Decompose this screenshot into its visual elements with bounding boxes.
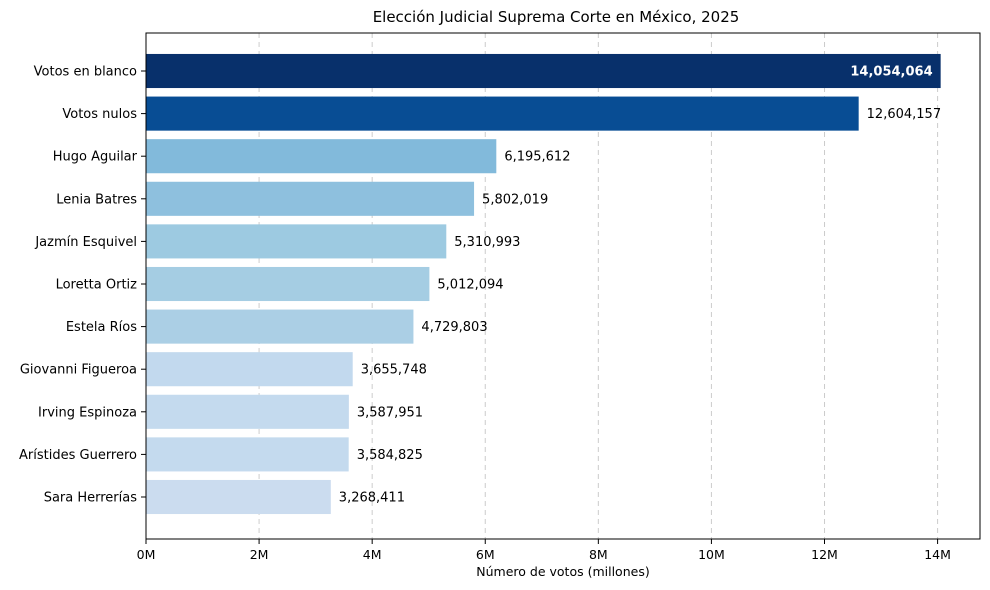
value-label: 5,310,993 <box>454 235 520 250</box>
value-labels: 14,054,064 12,604,157 6,195,612 5,802,019 5,… <box>339 65 941 506</box>
bar <box>146 139 497 174</box>
value-label: 3,268,411 <box>339 491 405 506</box>
bars <box>146 53 941 515</box>
x-tick-label: 4M <box>363 547 382 562</box>
x-tick-label: 6M <box>476 547 495 562</box>
value-label: 5,012,094 <box>437 278 503 293</box>
category-label: Estela Ríos <box>66 320 137 335</box>
bar <box>146 479 331 515</box>
category-label: Arístides Guerrero <box>19 448 137 463</box>
category-labels: Votos en blanco Votos nulos Hugo Aguilar Le… <box>19 65 146 506</box>
category-label: Loretta Ortiz <box>56 278 138 293</box>
category-label: Sara Herrerías <box>44 491 138 506</box>
bar <box>146 53 941 89</box>
plot-frame <box>145 32 981 540</box>
x-tick-label: 0M <box>137 547 156 562</box>
x-tick-label: 12M <box>811 547 838 562</box>
value-label: 14,054,064 <box>850 65 932 80</box>
value-label: 6,195,612 <box>504 150 570 165</box>
category-label: Votos en blanco <box>34 65 137 80</box>
bar <box>146 224 447 259</box>
x-axis: 0M 2M 4M 6M 8M 10M 12M 14M <box>137 539 951 562</box>
bar <box>146 437 349 472</box>
bar <box>146 352 353 387</box>
category-label: Lenia Batres <box>56 192 137 207</box>
bar <box>146 266 430 302</box>
x-tick-label: 14M <box>924 547 951 562</box>
bar <box>146 96 859 131</box>
category-label: Hugo Aguilar <box>53 150 138 165</box>
value-label: 3,584,825 <box>357 448 423 463</box>
category-label: Irving Espinoza <box>38 405 137 420</box>
chart-title: Elección Judicial Suprema Corte en Méxic… <box>373 8 740 26</box>
value-label: 5,802,019 <box>482 192 548 207</box>
category-label: Jazmín Esquivel <box>34 235 137 250</box>
x-tick-label: 8M <box>589 547 608 562</box>
x-tick-label: 2M <box>250 547 269 562</box>
value-label: 3,655,748 <box>361 363 427 378</box>
category-label: Votos nulos <box>62 107 137 122</box>
value-label: 3,587,951 <box>357 405 423 420</box>
value-label: 12,604,157 <box>867 107 941 122</box>
category-label: Giovanni Figueroa <box>20 363 137 378</box>
bar <box>146 309 414 344</box>
x-tick-label: 10M <box>698 547 725 562</box>
bar <box>146 181 475 216</box>
bar <box>146 394 349 429</box>
x-axis-title: Número de votos (millones) <box>476 564 649 579</box>
value-label: 4,729,803 <box>421 320 487 335</box>
